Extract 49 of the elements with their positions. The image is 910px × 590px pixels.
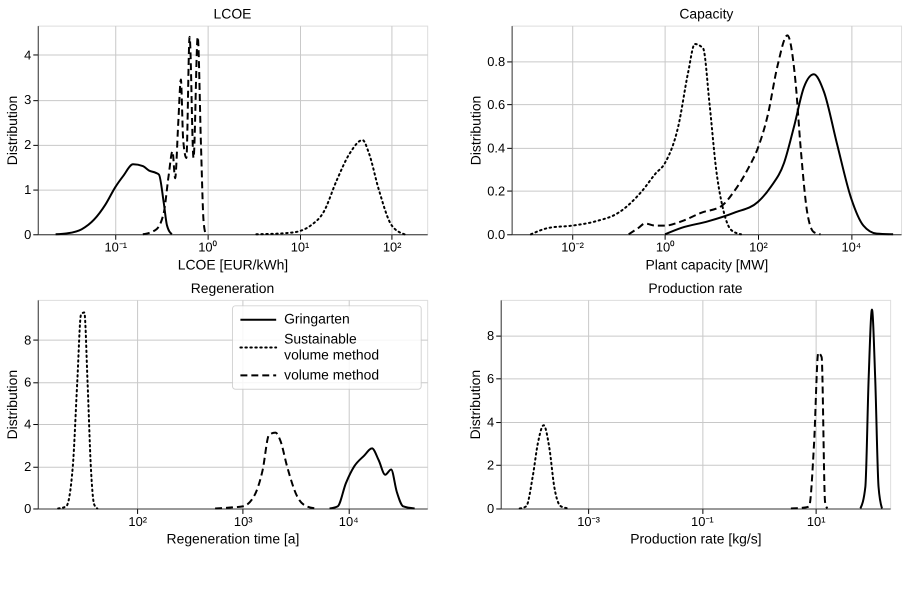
y-tick-label: 0.0	[487, 226, 506, 242]
y-tick-label: 0	[487, 500, 494, 516]
x-tick-label: 10²	[128, 514, 148, 529]
x-tick-label: 10¹	[806, 514, 826, 529]
x-axis-title: LCOE [EUR/kWh]	[178, 256, 288, 273]
y-tick-label: 6	[24, 374, 32, 390]
chart-title: LCOE	[214, 6, 252, 22]
chart-title: Capacity	[679, 6, 734, 22]
y-tick-label: 8	[487, 328, 494, 343]
y-tick-label: 0	[24, 226, 32, 242]
y-axis-title: Distribution	[4, 96, 20, 166]
x-tick-label: 10⁰	[656, 240, 676, 255]
x-tick-label: 10⁻²	[561, 240, 585, 255]
chart-title: Regeneration	[190, 280, 274, 296]
x-axis-title: Plant capacity [MW]	[645, 256, 768, 273]
x-tick-label: 10⁰	[198, 240, 218, 255]
x-tick-label: 10⁻¹	[104, 240, 128, 255]
y-tick-label: 0.6	[487, 97, 506, 112]
x-tick-label: 10⁻³	[577, 514, 601, 529]
y-tick-label: 4	[24, 416, 32, 432]
x-tick-label: 10⁻¹	[691, 514, 714, 529]
y-tick-label: 0	[24, 500, 32, 516]
x-tick-label: 10²	[382, 240, 402, 255]
y-axis-title: Distribution	[467, 370, 484, 440]
x-tick-label: 10³	[234, 514, 254, 529]
y-tick-label: 0.4	[487, 140, 506, 156]
y-tick-label: 2	[24, 458, 32, 474]
y-tick-label: 3	[24, 92, 32, 108]
x-tick-label: 10²	[749, 240, 768, 255]
y-tick-label: 1	[24, 182, 32, 197]
y-axis-title: Distribution	[467, 96, 484, 166]
y-tick-label: 2	[24, 137, 32, 152]
y-tick-label: 2	[487, 458, 494, 473]
x-axis-title: Production rate [kg/s]	[630, 530, 762, 547]
y-tick-label: 8	[24, 332, 32, 348]
y-tick-label: 4	[487, 414, 494, 430]
legend-label: volume method	[284, 366, 380, 382]
y-tick-label: 4	[24, 47, 32, 62]
x-axis-title: Regeneration time [a]	[166, 530, 300, 547]
legend-label: Gringarten	[284, 310, 350, 327]
x-tick-label: 10⁴	[841, 240, 862, 255]
x-tick-label: 10⁴	[338, 514, 359, 529]
legend-label: Sustainable volume method	[284, 330, 380, 362]
y-tick-label: 0.8	[487, 54, 506, 69]
y-axis-title: Distribution	[4, 370, 20, 440]
chart-title: Production rate	[648, 280, 743, 296]
y-tick-label: 0.2	[487, 184, 506, 199]
x-tick-label: 10¹	[290, 240, 310, 255]
y-tick-label: 6	[487, 371, 494, 386]
